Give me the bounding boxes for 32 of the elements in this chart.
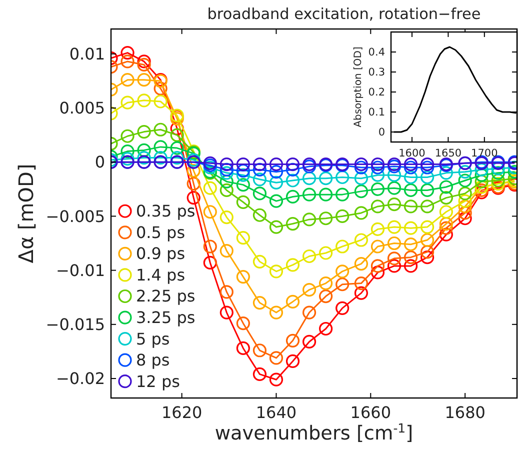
x-tick-label: 1650 [434,148,462,160]
y-tick-label: 0.2 [368,86,385,99]
x-tick-label: 1660 [350,403,392,422]
legend-label: 2.25 ps [136,286,196,306]
legend-label: 0.35 ps [136,202,196,221]
y-axis-title: Δα [mOD] [14,164,38,264]
legend-label: 1.4 ps [136,265,186,284]
y-tick-label: −0.01 [56,260,105,280]
y-tick-label: 0.01 [69,44,105,64]
legend-label: 5 ps [136,329,170,348]
legend-label: 0.9 ps [136,244,186,264]
x-tick-label: 1700 [471,148,498,160]
legend-label: 0.5 ps [136,222,186,242]
y-axis-title: Absorption [OD] [353,46,364,128]
y-tick-label: 0.4 [368,46,386,59]
y-tick-label: 0.3 [368,66,385,79]
y-tick-label: 0 [378,126,385,139]
chart-title: broadband excitation, rotation−free [207,5,481,23]
x-tick-label: 1640 [256,403,297,422]
legend-label: 8 ps [136,350,170,370]
y-tick-label: −0.015 [46,315,105,334]
y-tick-label: −0.02 [56,369,105,388]
y-tick-label: −0.005 [46,206,105,226]
y-tick-label: 0.1 [368,106,385,119]
y-tick-label: 0 [94,152,105,172]
x-tick-label: 1600 [398,148,426,160]
legend-label: 3.25 ps [136,308,196,328]
x-tick-label: 1680 [444,403,486,422]
legend-label: 12 ps [136,372,180,391]
y-tick-label: 0.005 [59,98,105,118]
x-axis-title: wavenumbers [cm$^{-1}$] [214,420,414,445]
x-tick-label: 1620 [161,403,202,422]
